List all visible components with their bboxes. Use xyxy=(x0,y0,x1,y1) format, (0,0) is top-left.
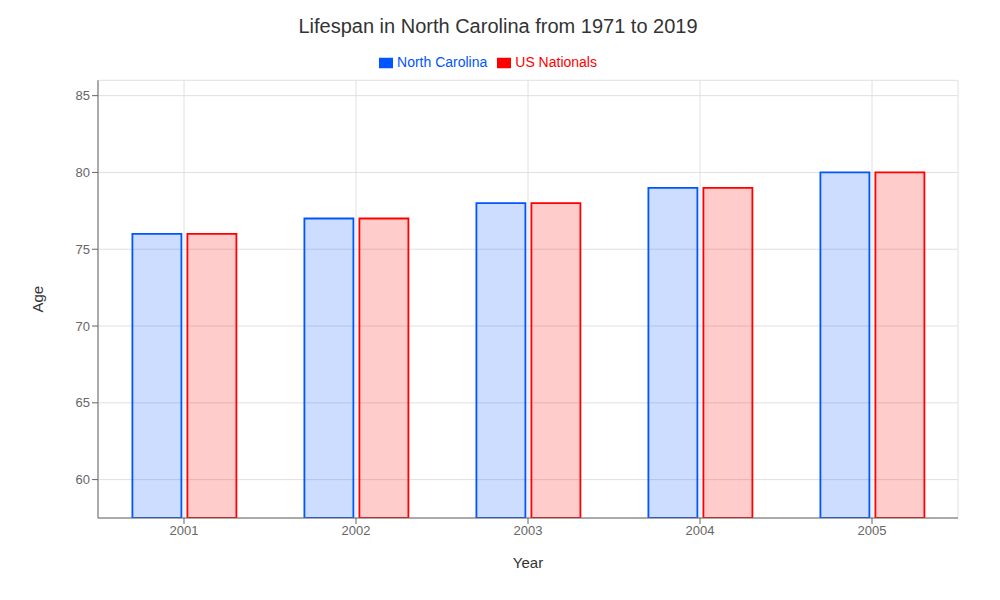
svg-text:2004: 2004 xyxy=(686,523,715,538)
svg-text:85: 85 xyxy=(76,88,90,103)
svg-text:60: 60 xyxy=(76,472,90,487)
svg-text:2002: 2002 xyxy=(342,523,371,538)
svg-text:80: 80 xyxy=(76,165,90,180)
svg-text:70: 70 xyxy=(76,319,90,334)
html-text:Lifespan in North Carolina fro: Lifespan in North Carolina from 1971 to … xyxy=(298,15,698,37)
svg-text:Year: Year xyxy=(513,554,543,571)
html-text:US Nationals: US Nationals xyxy=(515,54,597,70)
svg-text:2005: 2005 xyxy=(858,523,887,538)
svg-text:Age: Age xyxy=(29,286,46,313)
svg-text:65: 65 xyxy=(76,395,90,410)
html-text:North Carolina: North Carolina xyxy=(397,54,488,70)
svg-text:75: 75 xyxy=(76,242,90,257)
svg-text:2003: 2003 xyxy=(514,523,543,538)
svg-text:2001: 2001 xyxy=(170,523,199,538)
